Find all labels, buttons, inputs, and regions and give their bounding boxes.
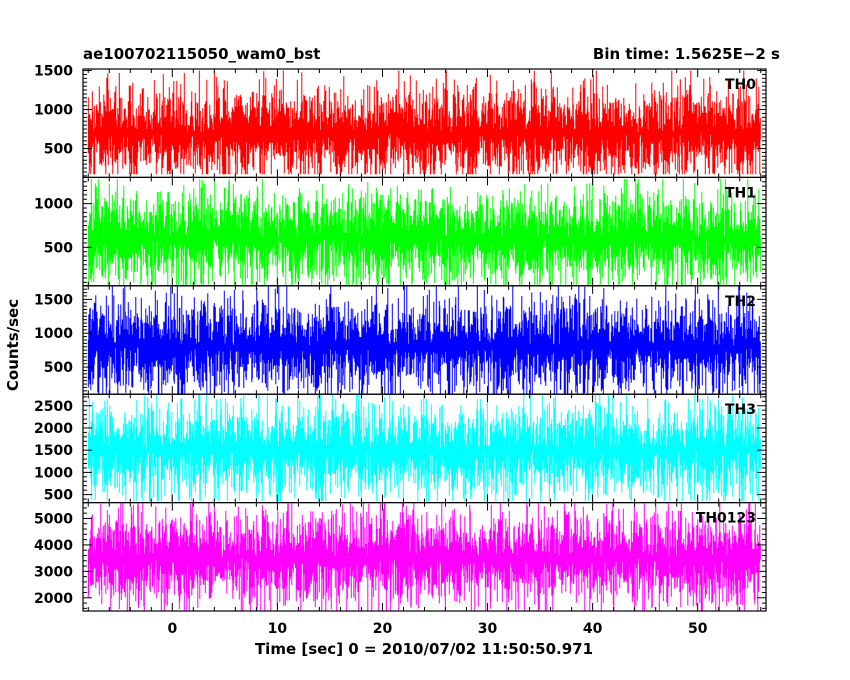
panel-th3: 500 1000 1500 2000 2500 TH3 — [34, 393, 767, 504]
y-tick-label: 1500 — [34, 64, 73, 80]
series-th3 — [87, 394, 761, 502]
panel-th1: 500 1000 TH1 — [34, 176, 767, 287]
x-axis-label: Time [sec] 0 = 2010/07/02 11:50:50.971 — [255, 640, 593, 658]
x-tick-label: 50 — [688, 621, 708, 637]
y-tick-label: 1500 — [34, 443, 73, 459]
bin-time-label: Bin time: 1.5625E−2 s — [593, 45, 780, 63]
panel-th0: 500 1000 1500 TH0 — [34, 64, 767, 179]
panel-label: TH3 — [725, 402, 756, 418]
y-tick-label: 1000 — [34, 326, 73, 342]
series-th2 — [87, 285, 761, 394]
series-th0 — [87, 70, 761, 175]
y-tick-label: 1000 — [34, 103, 73, 119]
x-tick-label: 10 — [268, 621, 288, 637]
x-tick-label: 30 — [478, 621, 498, 637]
series-th0123 — [87, 502, 761, 611]
y-tick-label: 500 — [44, 360, 73, 376]
y-tick-label: 1000 — [34, 197, 73, 213]
y-tick-label: 2000 — [34, 421, 73, 437]
panel-th2: 500 1000 1500 TH2 — [34, 285, 767, 395]
x-tick-label: 20 — [373, 621, 393, 637]
x-tick-label: 0 — [167, 621, 177, 637]
y-tick-label: 1000 — [34, 465, 73, 481]
panel-label: TH2 — [725, 294, 756, 310]
y-tick-label: 2500 — [34, 399, 73, 415]
y-tick-label: 1500 — [34, 292, 73, 308]
y-tick-label: 5000 — [34, 511, 73, 527]
panel-th0123: 2000 3000 4000 5000 TH0123 — [34, 502, 767, 612]
y-axis-label: Counts/sec — [4, 299, 22, 391]
y-tick-label: 500 — [44, 488, 73, 504]
y-tick-label: 500 — [44, 240, 73, 256]
series-th1 — [87, 179, 761, 285]
panel-label: TH1 — [725, 185, 756, 201]
y-tick-label: 500 — [44, 142, 73, 158]
y-tick-label: 2000 — [34, 591, 73, 607]
panel-label: TH0123 — [696, 511, 756, 527]
x-axis: 0 10 20 30 40 50 — [167, 621, 707, 637]
x-tick-label: 40 — [583, 621, 603, 637]
observation-id-title: ae100702115050_wam0_bst — [83, 45, 320, 63]
panel-label: TH0 — [725, 77, 756, 93]
y-tick-label: 3000 — [34, 564, 73, 580]
y-tick-label: 4000 — [34, 538, 73, 554]
